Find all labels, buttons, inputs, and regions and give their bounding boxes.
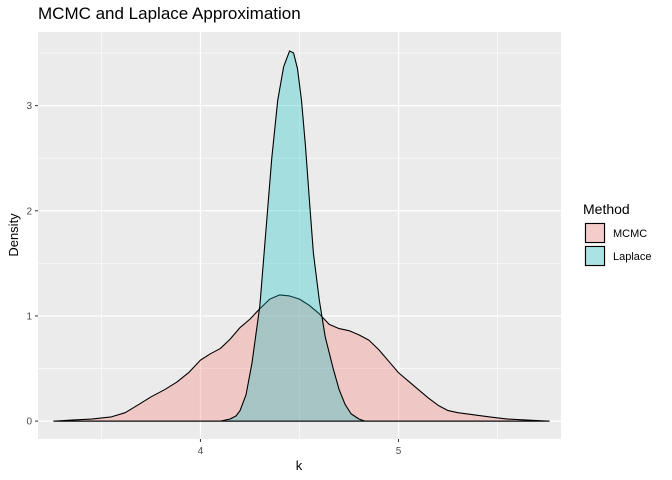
legend-title: Method xyxy=(583,201,630,217)
y-tick-label: 1 xyxy=(26,311,32,322)
legend-label-mcmc: MCMC xyxy=(613,228,647,240)
density-area-laplace xyxy=(53,50,550,422)
x-tick-label: 5 xyxy=(396,446,402,457)
series-layer xyxy=(53,50,550,422)
legend: Method MCMC Laplace xyxy=(583,201,652,267)
axes: 4 5 0 1 2 3 xyxy=(26,101,401,457)
x-axis-label: k xyxy=(296,458,303,473)
legend-key-laplace xyxy=(584,245,606,267)
legend-key-mcmc xyxy=(584,222,606,244)
chart-title: MCMC and Laplace Approximation xyxy=(38,4,301,23)
legend-key-background xyxy=(584,245,606,267)
y-tick-label: 3 xyxy=(26,101,32,112)
legend-key-background xyxy=(584,222,606,244)
density-area-mcmc xyxy=(53,294,550,422)
x-tick-label: 4 xyxy=(198,446,204,457)
y-tick-label: 2 xyxy=(26,206,32,217)
legend-label-laplace: Laplace xyxy=(613,251,652,263)
y-axis-label: Density xyxy=(6,213,21,257)
y-tick-label: 0 xyxy=(26,417,32,428)
